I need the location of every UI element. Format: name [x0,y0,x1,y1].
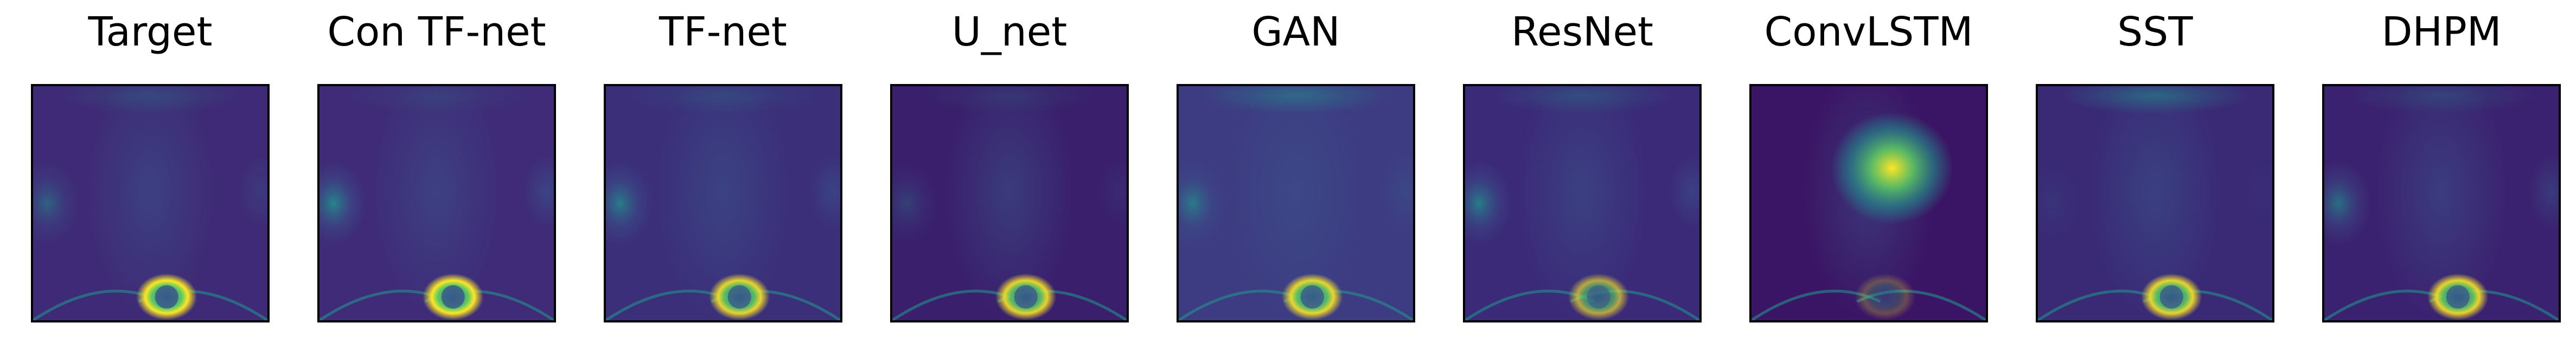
panel-title: Con TF-net [327,9,546,55]
panel-u-net: U_net [890,0,1129,355]
heatmap-image [31,84,270,322]
panel-dhpm: DHPM [2322,0,2561,355]
panel-resnet: ResNet [1463,0,1702,355]
panel-title: DHPM [2381,9,2502,55]
panel-title: TF-net [659,9,787,55]
panel-con-tf-net: Con TF-net [317,0,556,355]
panel-convlstm: ConvLSTM [1749,0,1988,355]
heatmap-image [604,84,842,322]
panel-gan: GAN [1177,0,1415,355]
panel-title: ConvLSTM [1764,9,1973,55]
panel-title: ResNet [1511,9,1654,55]
panel-title: U_net [951,9,1068,55]
heatmap-image [2036,84,2274,322]
heatmap-image [1177,84,1415,322]
panel-tf-net: TF-net [604,0,842,355]
heatmap-image [1749,84,1988,322]
heatmap-image [2322,84,2561,322]
panel-title: SST [2117,9,2193,55]
panel-sst: SST [2036,0,2274,355]
panel-title: Target [88,9,213,55]
heatmap-image [890,84,1129,322]
heatmap-image [1463,84,1702,322]
panel-target: Target [31,0,270,355]
heatmap-image [317,84,556,322]
panel-title: GAN [1251,9,1340,55]
